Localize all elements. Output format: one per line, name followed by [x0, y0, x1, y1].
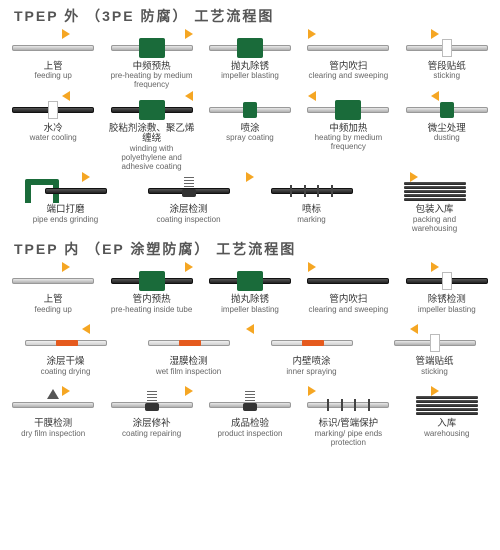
step-icon [209, 98, 291, 122]
step-label-en: wet film inspection [156, 368, 221, 377]
process-step: 喷涂spray coating [206, 98, 294, 143]
step-icon [271, 331, 353, 355]
process-step: 水冷water cooling [9, 98, 97, 143]
step-icon [12, 269, 94, 293]
step-label-en: packing and warehousing [391, 216, 479, 234]
step-label-en: water cooling [30, 134, 77, 143]
step-icon [111, 36, 193, 60]
step-icon [394, 179, 476, 203]
process-step: 抛丸除锈impeller blasting [206, 36, 294, 81]
process-step: 标识/管端保护marking/ pipe ends protection [304, 393, 392, 447]
step-label-en: pipe ends grinding [33, 216, 98, 225]
process-step: 涂层修补coating repairing [108, 393, 196, 438]
step-icon [406, 36, 488, 60]
step-icon [406, 98, 488, 122]
process-step: 上管feeding up [9, 36, 97, 81]
process-step: 胶粘剂涂敷、聚乙烯缠绕winding with polyethylene and… [108, 98, 196, 171]
process-row: 上管feeding up管内预热pre-heating inside tube抛… [4, 269, 496, 323]
step-icon [209, 269, 291, 293]
step-label-en: inner spraying [286, 368, 336, 377]
process-row: 涂层干燥coating drying 湿膜检测wet film inspectio… [4, 331, 496, 385]
step-icon [25, 179, 107, 203]
step-icon [111, 98, 193, 122]
process-row: 干膜检测dry film inspection涂层修补coating repai… [4, 393, 496, 447]
step-label-en: coating inspection [156, 216, 220, 225]
process-step: 管内吹扫clearing and sweeping [304, 269, 392, 314]
process-step: 干膜检测dry film inspection [9, 393, 97, 438]
process-step: 管段贴纸sticking [403, 36, 491, 81]
step-icon [148, 179, 230, 203]
process-step: 中频加热heating by medium frequency [304, 98, 392, 152]
process-step: 管内吹扫clearing and sweeping [304, 36, 392, 81]
process-row: 上管feeding up中频预热pre-heating by medium fr… [4, 36, 496, 90]
step-label-en: coating repairing [122, 430, 181, 439]
process-step: 除锈检测impeller blasting [403, 269, 491, 314]
process-step: 湿膜检测wet film inspection [145, 331, 233, 376]
section-a-rows: 上管feeding up中频预热pre-heating by medium fr… [4, 26, 496, 233]
process-step: 微尘处理dusting [403, 98, 491, 143]
step-label-en: sticking [433, 72, 460, 81]
process-step: 管内预热pre-heating inside tube [108, 269, 196, 314]
step-label-en: impeller blasting [221, 72, 279, 81]
step-label-en: product inspection [218, 430, 283, 439]
process-step: 中频预热pre-heating by medium frequency [108, 36, 196, 90]
step-icon [307, 269, 389, 293]
step-icon [406, 393, 488, 417]
process-step: 涂层检测coating inspection [145, 179, 233, 224]
step-label-en: pre-heating inside tube [111, 306, 192, 315]
step-icon [111, 393, 193, 417]
step-icon [12, 36, 94, 60]
process-step: 端口打磨pipe ends grinding [22, 179, 110, 224]
step-icon [307, 98, 389, 122]
step-label-en: feeding up [35, 306, 72, 315]
process-step: 上管feeding up [9, 269, 97, 314]
step-label-en: marking/ pipe ends protection [304, 430, 392, 448]
process-step: 成品检验product inspection [206, 393, 294, 438]
process-step: 涂层干燥coating drying [22, 331, 110, 376]
step-icon [307, 393, 389, 417]
section-b-rows: 上管feeding up管内预热pre-heating inside tube抛… [4, 259, 496, 447]
step-label-en: dusting [434, 134, 460, 143]
process-row: 水冷water cooling胶粘剂涂敷、聚乙烯缠绕winding with p… [4, 98, 496, 171]
step-icon [12, 98, 94, 122]
step-label-en: impeller blasting [418, 306, 476, 315]
step-icon [209, 36, 291, 60]
process-step: 内壁喷涂inner spraying [268, 331, 356, 376]
step-label-en: spray coating [226, 134, 274, 143]
arrow-right-icon [243, 169, 257, 181]
process-step: 入库warehousing [403, 393, 491, 438]
step-label-en: sticking [421, 368, 448, 377]
section-b-title: TPEP 内 （EP 涂塑防腐） 工艺流程图 [14, 239, 496, 259]
step-icon [111, 269, 193, 293]
step-label-en: clearing and sweeping [309, 306, 389, 315]
section-a-outer-3pe: TPEP 外 （3PE 防腐） 工艺流程图 上管feeding up中频预热pr… [4, 6, 496, 233]
step-icon [209, 393, 291, 417]
step-label-en: marking [297, 216, 325, 225]
step-icon [394, 331, 476, 355]
step-icon [271, 179, 353, 203]
step-label-en: clearing and sweeping [309, 72, 389, 81]
step-icon [406, 269, 488, 293]
step-label-en: impeller blasting [221, 306, 279, 315]
step-label-en: coating drying [41, 368, 91, 377]
process-step: 抛丸除锈impeller blasting [206, 269, 294, 314]
step-label-en: heating by medium frequency [304, 134, 392, 152]
step-icon [12, 393, 94, 417]
step-icon [25, 331, 107, 355]
process-step: 管端贴纸sticking [391, 331, 479, 376]
step-label-cn: 胶粘剂涂敷、聚乙烯缠绕 [108, 124, 196, 145]
step-icon [307, 36, 389, 60]
section-a-title: TPEP 外 （3PE 防腐） 工艺流程图 [14, 6, 496, 26]
process-row: 端口打磨pipe ends grinding 涂层检测coating inspec… [4, 179, 496, 233]
section-b-inner-ep: TPEP 内 （EP 涂塑防腐） 工艺流程图 上管feeding up管内预热p… [4, 239, 496, 447]
step-label-en: warehousing [424, 430, 469, 439]
step-label-en: dry film inspection [21, 430, 85, 439]
arrow-left-icon [243, 321, 257, 333]
step-label-en: winding with polyethylene and adhesive c… [108, 145, 196, 171]
step-label-en: feeding up [35, 72, 72, 81]
step-icon [148, 331, 230, 355]
process-step: 包装入库packing and warehousing [391, 179, 479, 233]
process-step: 喷标marking [268, 179, 356, 224]
